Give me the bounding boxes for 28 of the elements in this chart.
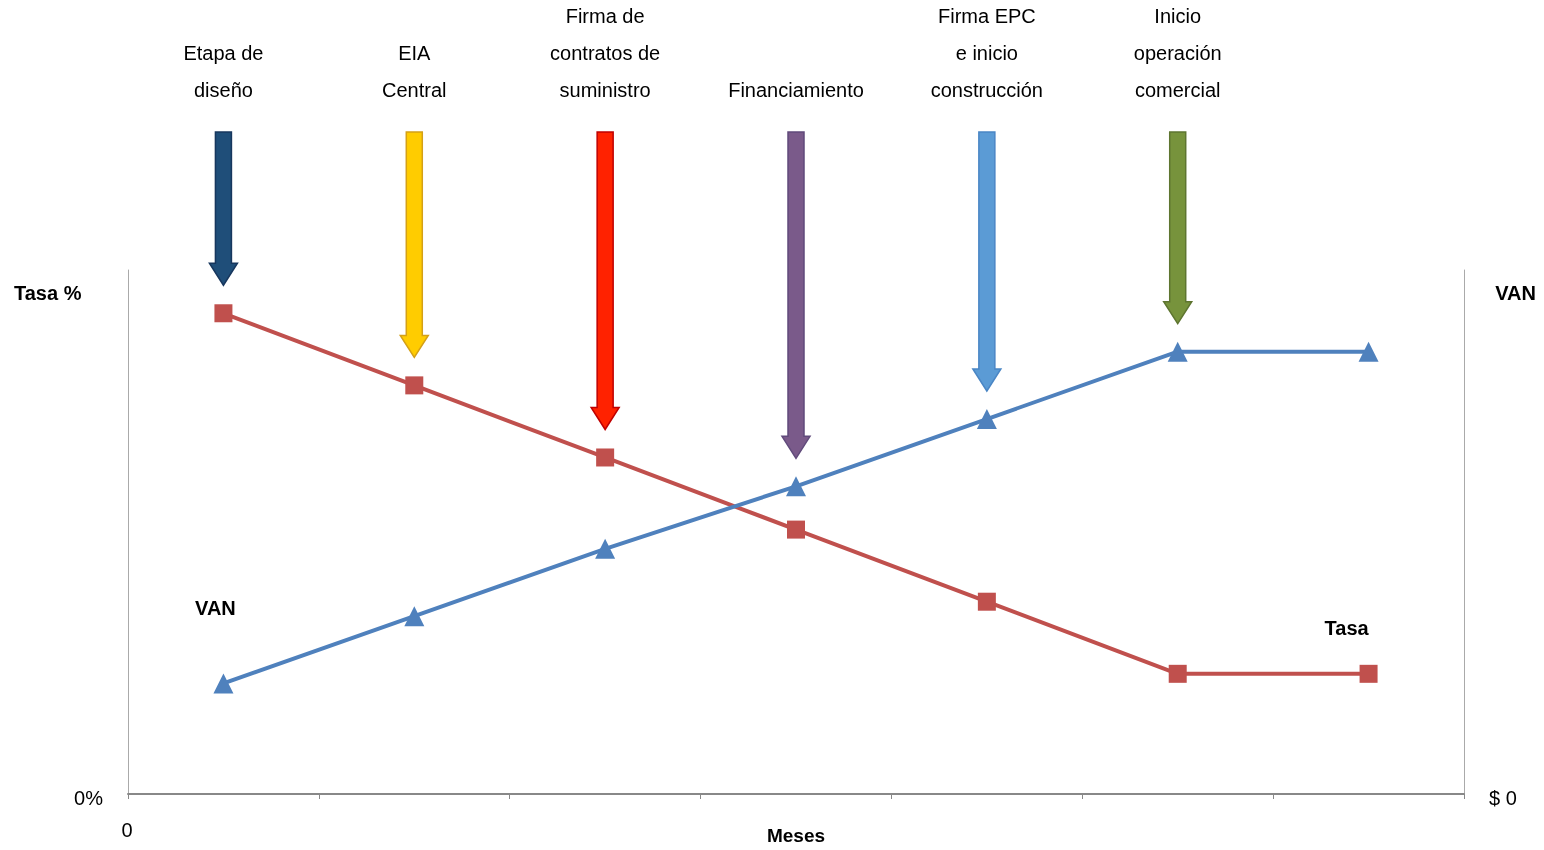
point [1359, 664, 1378, 683]
text: Firma de contratos de suministro [550, 4, 661, 101]
point [596, 448, 615, 467]
text: 0 [121, 819, 133, 841]
text: $ 0 [1489, 787, 1517, 809]
point [214, 304, 233, 323]
point [976, 409, 997, 430]
y-axis-title: Tasa % [14, 282, 82, 304]
y2-axis-title: VAN [1495, 282, 1536, 304]
point [1168, 664, 1187, 683]
text: Firma EPC e inicio construcción [930, 4, 1043, 101]
text: 0% [74, 787, 104, 809]
text: EIA Central [382, 41, 447, 101]
text: Etapa de diseño [183, 41, 264, 101]
point [977, 592, 996, 611]
text: Financiamiento [728, 78, 864, 101]
point [404, 606, 425, 627]
text: VAN [195, 597, 236, 620]
x-axis-title: Meses [766, 825, 826, 846]
point [595, 538, 616, 559]
point [213, 673, 234, 694]
point [786, 476, 806, 497]
point [1167, 341, 1188, 362]
series-label: Tasa [1324, 616, 1370, 639]
point [787, 520, 805, 539]
point [1358, 341, 1379, 362]
point [405, 376, 424, 395]
text: Inicio operación comercial [1133, 4, 1222, 101]
